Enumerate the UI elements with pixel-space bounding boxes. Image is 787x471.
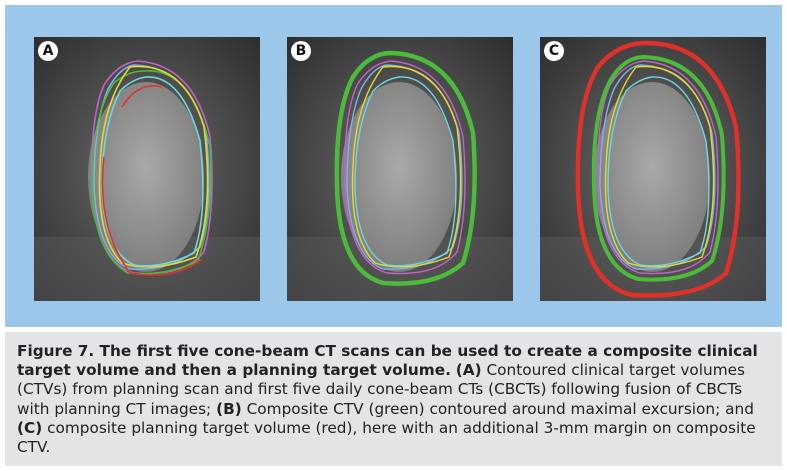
caption-b-label: (B) bbox=[216, 399, 242, 418]
caption-heading: Figure 7. The first five cone-beam CT sc… bbox=[17, 342, 758, 380]
figure-panel: A B bbox=[5, 5, 782, 327]
caption-c-text: composite planning target volume (red), … bbox=[17, 418, 756, 457]
panel-label-b: B bbox=[291, 41, 311, 61]
ct-scan-image-c bbox=[540, 37, 766, 301]
ct-scan-image-a bbox=[34, 37, 260, 301]
figure-caption: Figure 7. The first five cone-beam CT sc… bbox=[5, 332, 782, 466]
caption-a-label: (A) bbox=[455, 361, 482, 380]
caption-c-label: (C) bbox=[17, 418, 43, 437]
caption-text: Figure 7. The first five cone-beam CT sc… bbox=[17, 342, 769, 457]
ct-scan-panel-c: C bbox=[540, 37, 766, 301]
caption-b-text: Composite CTV (green) contoured around m… bbox=[246, 399, 754, 418]
panel-label-c: C bbox=[544, 41, 564, 61]
ct-scan-image-b bbox=[287, 37, 513, 301]
ct-scan-panel-a: A bbox=[34, 37, 260, 301]
caption-a-text: Contoured clinical target volumes (CTVs)… bbox=[17, 361, 745, 418]
ct-scan-panel-b: B bbox=[287, 37, 513, 301]
panel-label-a: A bbox=[38, 41, 58, 61]
